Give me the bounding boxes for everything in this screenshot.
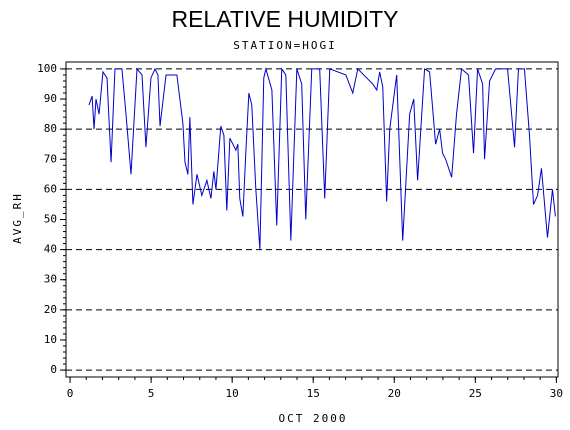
- y-axis-label: AVG_RH: [11, 192, 24, 244]
- chart-subtitle: STATION=HOGI: [233, 39, 336, 52]
- x-tick-label: 5: [148, 387, 155, 400]
- y-tick-label: 0: [50, 363, 57, 376]
- y-tick-label: 90: [44, 92, 57, 105]
- x-tick-label: 10: [226, 387, 239, 400]
- y-tick-label: 10: [44, 333, 57, 346]
- y-tick-label: 50: [44, 213, 57, 226]
- x-tick-label: 30: [550, 387, 563, 400]
- x-axis-label: OCT 2000: [279, 412, 348, 425]
- y-tick-label: 80: [44, 122, 57, 135]
- y-tick-label: 30: [44, 273, 57, 286]
- x-tick-label: 15: [307, 387, 320, 400]
- data-line: [88, 66, 556, 250]
- y-tick-label: 100: [37, 62, 57, 75]
- y-tick-label: 70: [44, 152, 57, 165]
- x-tick-label: 0: [67, 387, 74, 400]
- y-tick-label: 60: [44, 182, 57, 195]
- x-tick-label: 25: [469, 387, 482, 400]
- chart-title: RELATIVE HUMIDITY: [171, 6, 398, 32]
- y-tick-label: 40: [44, 243, 57, 256]
- y-tick-label: 20: [44, 303, 57, 316]
- x-tick-label: 20: [388, 387, 401, 400]
- plot-frame: [65, 61, 559, 378]
